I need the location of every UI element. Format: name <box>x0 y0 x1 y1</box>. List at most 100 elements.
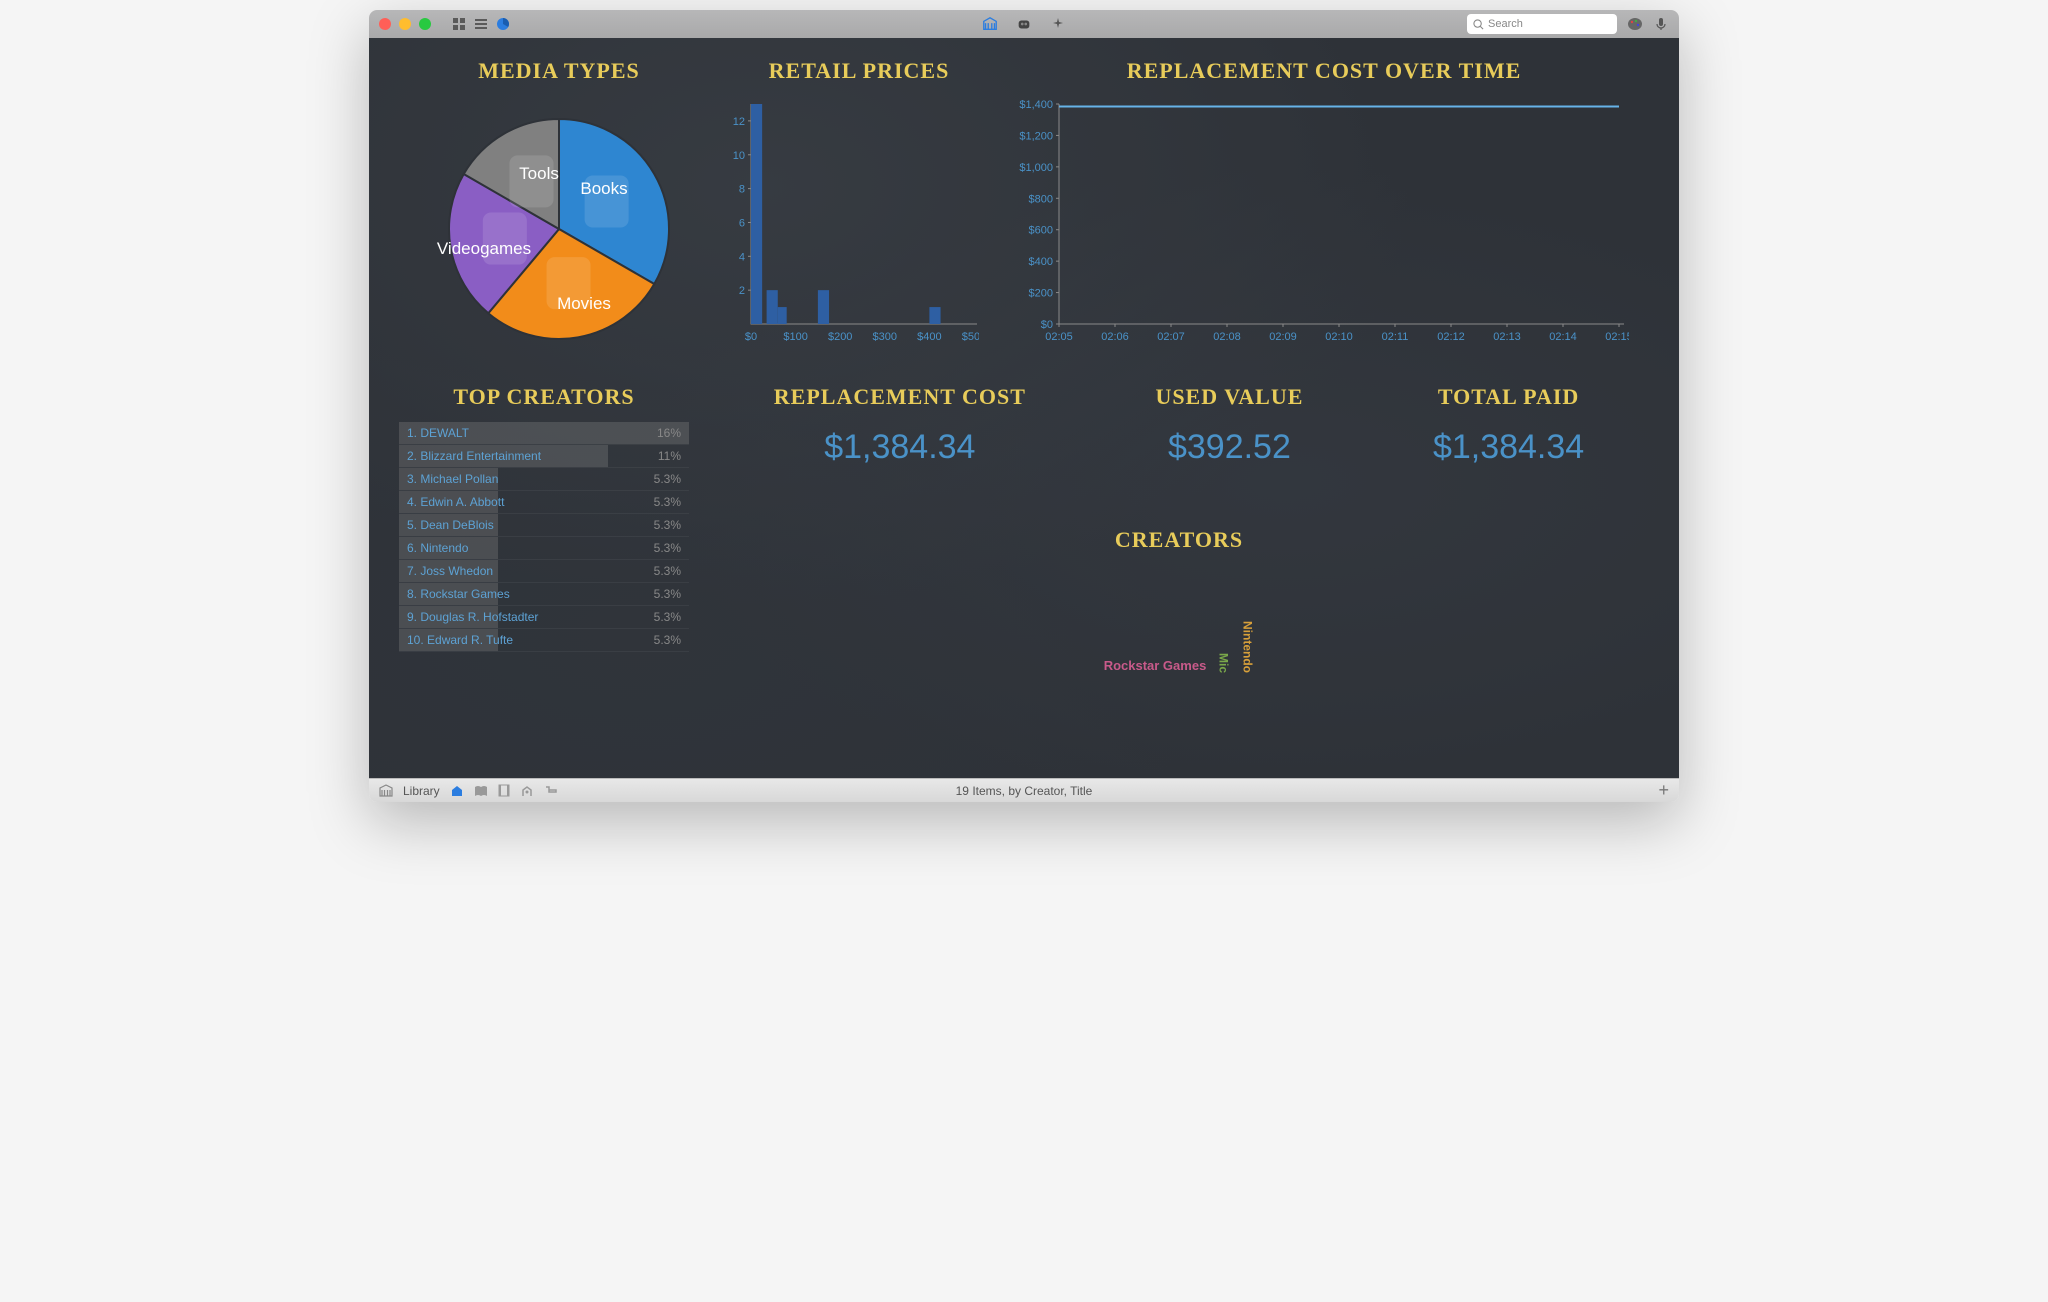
creator-pct: 5.3% <box>654 495 681 509</box>
creator-pct: 5.3% <box>654 518 681 532</box>
creator-row[interactable]: 8. Rockstar Games5.3% <box>399 583 689 606</box>
creator-name: 1. DEWALT <box>407 426 469 440</box>
creator-row[interactable]: 9. Douglas R. Hofstadter 5.3% <box>399 606 689 629</box>
search-input[interactable]: Search <box>1467 14 1617 34</box>
svg-text:$1,400: $1,400 <box>1019 99 1053 111</box>
total-paid-title: TOTAL PAID <box>1433 384 1584 410</box>
tool-icon[interactable] <box>544 785 558 797</box>
used-value-value: $392.52 <box>1155 428 1303 467</box>
replacement-cost-value: $1,384.34 <box>774 428 1026 467</box>
creator-row[interactable]: 6. Nintendo 5.3% <box>399 537 689 560</box>
creator-tag: Mic <box>1216 653 1230 673</box>
library-label[interactable]: Library <box>403 784 440 798</box>
creator-pct: 5.3% <box>654 472 681 486</box>
media-types-panel: MEDIA TYPES BooksMoviesVideogamesTools <box>399 58 719 354</box>
grid-icon[interactable] <box>451 16 467 32</box>
svg-text:02:13: 02:13 <box>1493 331 1521 343</box>
robot-icon[interactable] <box>1016 16 1032 32</box>
svg-text:$800: $800 <box>1029 193 1053 205</box>
creator-name: 9. Douglas R. Hofstadter <box>407 610 538 624</box>
zoom-button[interactable] <box>419 18 431 30</box>
pie-icon[interactable] <box>495 16 511 32</box>
creator-pct: 11% <box>658 449 681 463</box>
svg-text:02:12: 02:12 <box>1437 331 1465 343</box>
svg-text:$1,200: $1,200 <box>1019 130 1053 142</box>
creator-pct: 5.3% <box>654 541 681 555</box>
row-charts: MEDIA TYPES BooksMoviesVideogamesTools R… <box>369 38 1679 354</box>
top-creators-panel: TOP CREATORS 1. DEWALT 16% 2. Blizzard Ent… <box>399 384 689 673</box>
app-window: Search MEDIA TYPES BooksMoviesVideogames… <box>369 10 1679 802</box>
svg-text:$400: $400 <box>1029 256 1053 268</box>
pie-slice-label: Videogames <box>437 239 531 259</box>
list-icon[interactable] <box>473 16 489 32</box>
svg-text:$200: $200 <box>828 331 852 343</box>
creator-name: 5. Dean DeBlois <box>407 518 494 532</box>
book-icon[interactable] <box>474 785 488 797</box>
stats-row: REPLACEMENT COST $1,384.34 USED VALUE $3… <box>709 384 1649 467</box>
creator-row[interactable]: 3. Michael Pollan 5.3% <box>399 468 689 491</box>
library-icon[interactable] <box>379 784 393 797</box>
svg-text:$100: $100 <box>783 331 807 343</box>
total-paid-value: $1,384.34 <box>1433 428 1584 467</box>
magic-icon[interactable] <box>1050 16 1066 32</box>
top-creators-list: 1. DEWALT 16% 2. Blizzard Entertainment 11%… <box>399 422 689 652</box>
search-placeholder: Search <box>1488 18 1523 30</box>
svg-text:02:15: 02:15 <box>1605 331 1629 343</box>
svg-text:02:11: 02:11 <box>1382 331 1409 343</box>
svg-text:$0: $0 <box>1041 319 1053 331</box>
svg-text:$400: $400 <box>917 331 941 343</box>
svg-text:02:08: 02:08 <box>1213 331 1241 343</box>
svg-text:02:05: 02:05 <box>1045 331 1073 343</box>
creator-name: 8. Rockstar Games <box>407 587 510 601</box>
creator-pct: 5.3% <box>654 633 681 647</box>
svg-text:$300: $300 <box>873 331 897 343</box>
svg-text:8: 8 <box>739 184 745 196</box>
creator-pct: 16% <box>657 426 681 440</box>
mic-icon[interactable] <box>1653 16 1669 32</box>
creator-row[interactable]: 7. Joss Whedon5.3% <box>399 560 689 583</box>
close-button[interactable] <box>379 18 391 30</box>
game-icon[interactable] <box>520 785 534 797</box>
svg-text:12: 12 <box>733 116 745 128</box>
home-icon[interactable] <box>450 784 464 797</box>
pie-slice-label: Tools <box>519 164 559 184</box>
svg-text:$1,000: $1,000 <box>1019 162 1053 174</box>
creators-cloud-panel: CREATORS Rockstar GamesMicNintendo <box>709 527 1649 673</box>
view-mode-toggle <box>451 16 511 32</box>
creator-pct: 5.3% <box>654 610 681 624</box>
creator-name: 4. Edwin A. Abbott <box>407 495 504 509</box>
creator-name: 2. Blizzard Entertainment <box>407 449 541 463</box>
used-value-title: USED VALUE <box>1155 384 1303 410</box>
creator-name: 10. Edward R. Tufte <box>407 633 513 647</box>
toolbar-center <box>982 16 1066 32</box>
creator-row[interactable]: 1. DEWALT 16% <box>399 422 689 445</box>
svg-text:02:06: 02:06 <box>1101 331 1129 343</box>
svg-text:$500: $500 <box>962 331 979 343</box>
palette-icon[interactable] <box>1627 16 1643 32</box>
creator-name: 7. Joss Whedon <box>407 564 493 578</box>
statusbar-summary: 19 Items, by Creator, Title <box>956 784 1093 798</box>
creator-row[interactable]: 4. Edwin A. Abbott 5.3% <box>399 491 689 514</box>
svg-text:$0: $0 <box>745 331 757 343</box>
replacement-time-chart: $0$200$400$600$800$1,000$1,200$1,40002:0… <box>1009 94 1649 354</box>
creator-name: 6. Nintendo <box>407 541 468 555</box>
dashboard-content: MEDIA TYPES BooksMoviesVideogamesTools R… <box>369 38 1679 778</box>
film-icon[interactable] <box>498 784 510 797</box>
add-button[interactable]: + <box>1658 780 1669 801</box>
svg-text:02:09: 02:09 <box>1269 331 1297 343</box>
library-icon[interactable] <box>982 16 998 32</box>
replacement-time-panel: REPLACEMENT COST OVER TIME $0$200$400$60… <box>999 58 1649 354</box>
svg-text:$200: $200 <box>1029 288 1053 300</box>
creators-cloud-title: CREATORS <box>709 527 1649 553</box>
creator-row[interactable]: 10. Edward R. Tufte 5.3% <box>399 629 689 652</box>
creator-row[interactable]: 2. Blizzard Entertainment 11% <box>399 445 689 468</box>
minimize-button[interactable] <box>399 18 411 30</box>
replacement-cost-title: REPLACEMENT COST <box>774 384 1026 410</box>
used-value-stat: USED VALUE $392.52 <box>1155 384 1303 467</box>
svg-text:02:07: 02:07 <box>1157 331 1185 343</box>
top-creators-title: TOP CREATORS <box>399 384 689 410</box>
svg-text:2: 2 <box>739 285 745 297</box>
replacement-cost-stat: REPLACEMENT COST $1,384.34 <box>774 384 1026 467</box>
creator-name: 3. Michael Pollan <box>407 472 498 486</box>
creator-row[interactable]: 5. Dean DeBlois 5.3% <box>399 514 689 537</box>
